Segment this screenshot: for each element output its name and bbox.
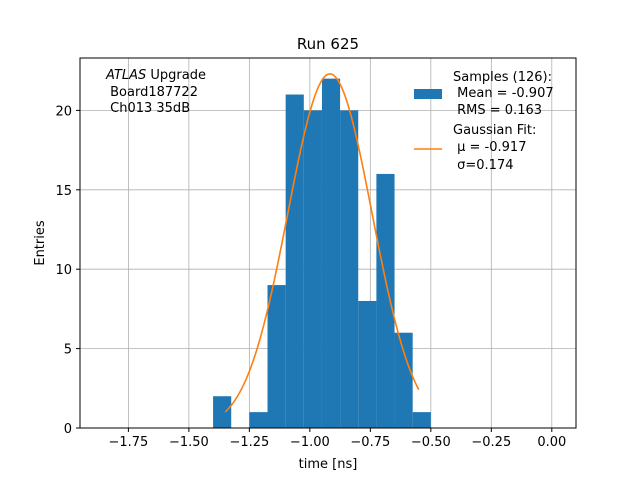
x-tick-label: −0.75 [350, 435, 390, 450]
svg-text:ATLAS Upgrade: ATLAS Upgrade [105, 68, 206, 83]
histogram-bar [340, 110, 359, 428]
x-tick-label: 0.00 [537, 435, 566, 450]
histogram-bar [303, 110, 322, 428]
histogram-bar [412, 412, 431, 428]
plot-frame [79, 57, 577, 429]
histogram-bar [267, 285, 286, 428]
board-label: Board187722 [106, 85, 198, 100]
atlas-label: ATLAS [105, 68, 146, 83]
histogram-bar [376, 173, 395, 428]
x-tick-label: −0.25 [471, 435, 511, 450]
legend-fit-title: Gaussian Fit: [453, 123, 536, 138]
legend-samples-title: Samples (126): [453, 70, 552, 85]
y-axis-label: Entries [33, 220, 48, 266]
y-tick-label: 15 [55, 184, 72, 199]
upgrade-label: Upgrade [146, 68, 206, 83]
legend-rms: RMS = 0.163 [453, 103, 542, 118]
gaussian-fit [224, 73, 420, 413]
histogram-bar [285, 94, 304, 428]
legend-sigma: σ=0.174 [453, 158, 513, 173]
y-tick-label: 5 [64, 343, 72, 358]
histogram-bar [394, 332, 413, 428]
y-axis-ticks: 0 5 10 15 20 [55, 104, 80, 437]
histogram-bar [321, 78, 341, 429]
x-tick-label: −0.50 [411, 435, 451, 450]
y-tick-label: 20 [55, 104, 72, 119]
legend-samples-swatch [414, 89, 442, 99]
x-tick-label: −1.75 [108, 435, 148, 450]
histogram-bar [358, 300, 377, 428]
histogram-bars [213, 78, 431, 429]
chart-title: Run 625 [297, 35, 359, 53]
legend-mean: Mean = -0.907 [453, 86, 554, 101]
legend: Samples (126): Mean = -0.907 RMS = 0.163… [414, 70, 554, 173]
x-tick-label: −1.00 [290, 435, 330, 450]
y-tick-label: 0 [64, 422, 72, 437]
legend-mu: μ = -0.917 [453, 140, 526, 155]
atlas-annotation: ATLAS Upgrade Board187722 Ch013 35dB [105, 68, 206, 116]
histogram-bar [213, 396, 232, 428]
x-axis-ticks: −1.75 −1.50 −1.25 −1.00 −0.75 −0.50 −0.25 0.00 [108, 428, 566, 450]
x-axis-label: time [ns] [299, 457, 358, 472]
histogram-bar [249, 412, 268, 428]
x-tick-label: −1.25 [229, 435, 269, 450]
channel-label: Ch013 35dB [106, 101, 190, 116]
gaussian-fit-line [224, 73, 420, 413]
y-tick-label: 10 [55, 263, 72, 278]
x-tick-label: −1.50 [169, 435, 209, 450]
